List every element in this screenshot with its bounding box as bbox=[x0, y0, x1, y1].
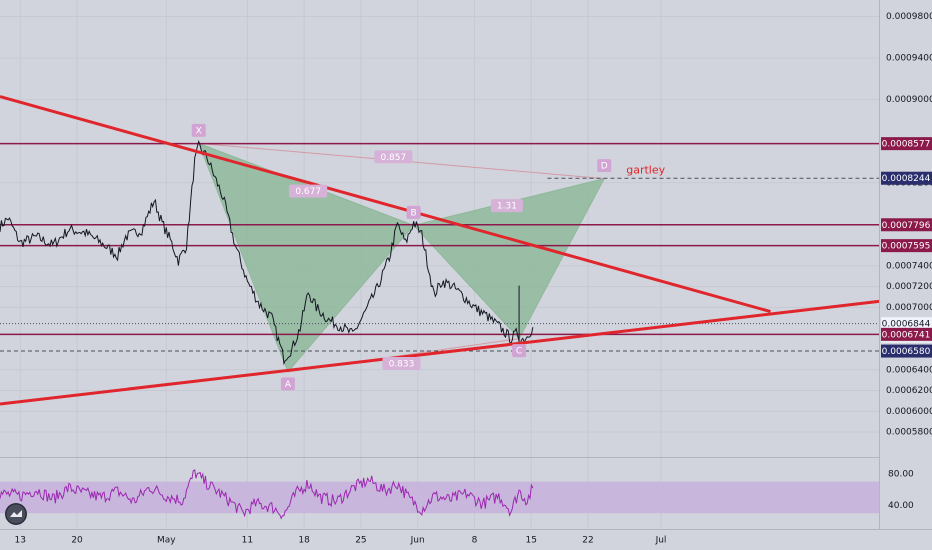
trendlines[interactable] bbox=[0, 95, 881, 406]
pattern-ratio-label-bg bbox=[382, 357, 421, 371]
pattern-ratio-label: 0.833 bbox=[389, 360, 415, 370]
tradingview-logo-icon[interactable] bbox=[5, 503, 27, 525]
time-axis[interactable]: 13 20 May 11 18 25 Jun 8 15 22 Jul bbox=[0, 457, 932, 546]
price-tick-label: 0.0009800 bbox=[886, 12, 932, 22]
pattern-ratio-label: 0.677 bbox=[295, 187, 321, 197]
price-tag: 0.0008577 bbox=[882, 140, 931, 150]
price-tick-label: 0.0005800 bbox=[886, 428, 932, 438]
trendline[interactable] bbox=[0, 95, 771, 314]
price-tick-label: 0.0006200 bbox=[886, 386, 932, 396]
pattern-point-label: C bbox=[516, 347, 522, 357]
price-tag: 0.0006580 bbox=[882, 347, 931, 357]
pattern-point-label-bg bbox=[597, 159, 612, 173]
time-tick-label: 15 bbox=[526, 536, 537, 546]
price-axis[interactable]: 0.00098000.00094000.00090000.00082000.00… bbox=[879, 0, 932, 530]
price-tag-bg bbox=[881, 137, 932, 151]
time-tick-label: 18 bbox=[298, 536, 310, 546]
price-tag: 0.0006741 bbox=[882, 330, 931, 340]
price-tick-label: 0.0006000 bbox=[886, 407, 932, 417]
pattern-point-label-bg bbox=[280, 377, 295, 391]
price-tick-label: 0.0009000 bbox=[886, 95, 932, 105]
price-tag: 0.0006844 bbox=[882, 320, 931, 330]
pattern-point-label: X bbox=[196, 126, 202, 136]
price-tick-label: 0.0007200 bbox=[886, 282, 932, 292]
time-tick-label: 22 bbox=[582, 536, 593, 546]
price-series bbox=[0, 139, 534, 366]
pattern-point-label-bg bbox=[191, 123, 206, 137]
price-tag: 0.0007595 bbox=[882, 242, 931, 252]
horizontal-levels[interactable] bbox=[0, 142, 880, 352]
pattern-triangle-xab[interactable] bbox=[197, 142, 415, 373]
pattern-name-label: gartley bbox=[626, 164, 665, 177]
price-tag-bg bbox=[881, 239, 932, 253]
rsi-tick-label: 40.00 bbox=[888, 501, 914, 511]
price-tick-label: 0.0007400 bbox=[886, 261, 932, 271]
price-tag-bg bbox=[881, 327, 932, 341]
pattern-point-label-bg bbox=[406, 205, 421, 219]
pattern-ratio-label: 0.857 bbox=[380, 153, 406, 163]
rsi-tick-label: 80.00 bbox=[888, 469, 914, 479]
pattern-point-label-bg bbox=[512, 344, 527, 358]
price-tag-bg bbox=[881, 344, 932, 358]
price-tag-bg bbox=[881, 171, 932, 185]
time-tick-label: 8 bbox=[472, 536, 478, 546]
time-tick-label: 25 bbox=[355, 536, 366, 546]
time-tick-label: 20 bbox=[71, 536, 83, 546]
time-tick-label: May bbox=[157, 536, 176, 546]
pattern-point-label: B bbox=[411, 208, 417, 218]
time-tick-label: 13 bbox=[15, 536, 26, 546]
price-tag: 0.0007796 bbox=[882, 221, 931, 231]
rsi-line bbox=[0, 469, 534, 520]
price-tick-label: 0.0006400 bbox=[886, 365, 932, 375]
pattern-ratio-label-bg bbox=[490, 199, 523, 213]
rsi-pane bbox=[0, 469, 880, 520]
trendline[interactable] bbox=[0, 299, 881, 406]
price-tag-bg bbox=[881, 218, 932, 232]
time-tick-label: Jun bbox=[410, 536, 425, 546]
price-line bbox=[0, 139, 534, 366]
pattern-ratio-label-bg bbox=[289, 184, 328, 198]
price-tick-label: 0.0007000 bbox=[886, 303, 932, 313]
time-tick-label: 11 bbox=[242, 536, 253, 546]
pattern-labels: X A B C D 0.677 0.857 0.833 1.31 gartley bbox=[191, 123, 666, 391]
pattern-ratio-label: 1.31 bbox=[497, 202, 517, 212]
pattern-ratio-label-bg bbox=[374, 150, 413, 164]
price-tag-bg bbox=[881, 317, 932, 331]
pattern-point-label: A bbox=[285, 380, 292, 390]
price-tag: 0.0008244 bbox=[882, 174, 931, 184]
price-tick-label: 0.0009400 bbox=[886, 54, 932, 64]
time-tick-label: Jul bbox=[655, 536, 667, 546]
pattern-point-label: D bbox=[601, 162, 608, 172]
